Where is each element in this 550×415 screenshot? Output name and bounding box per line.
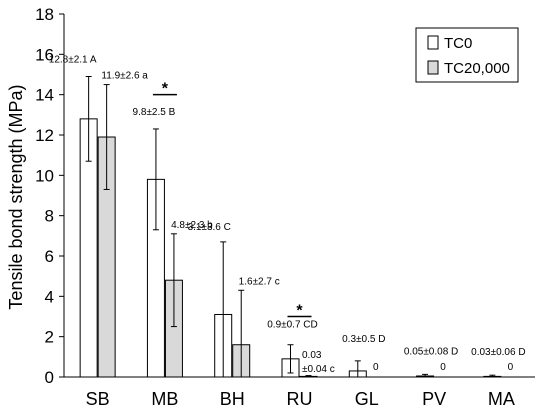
legend-swatch-1 bbox=[427, 60, 439, 75]
data-label-ru-tc20000-value: 0.03 bbox=[302, 350, 322, 361]
y-ticks: 0 2 4 6 8 10 12 14 16 18 bbox=[35, 5, 64, 387]
category-label-ma: MA bbox=[488, 389, 515, 409]
significance-star-ru: * bbox=[296, 303, 303, 320]
y-tick-label: 14 bbox=[35, 86, 54, 105]
y-tick-label: 12 bbox=[35, 126, 54, 145]
category-label-sb: SB bbox=[86, 389, 110, 409]
category-label-pv: PV bbox=[422, 389, 446, 409]
bars bbox=[79, 76, 502, 378]
legend-label-1: TC20,000 bbox=[444, 60, 510, 77]
data-label-pv-tc20000: 0 bbox=[440, 362, 446, 373]
category-label-mb: MB bbox=[151, 389, 178, 409]
data-label-pv-tc0: 0.05±0.08 D bbox=[404, 346, 458, 357]
data-label-ma-tc0: 0.03±0.06 D bbox=[471, 347, 525, 358]
category-label-ru: RU bbox=[287, 389, 313, 409]
y-tick-label: 0 bbox=[45, 368, 54, 387]
legend-label-0: TC0 bbox=[444, 35, 472, 52]
y-tick-label: 10 bbox=[35, 166, 54, 185]
significance-star-mb: * bbox=[162, 81, 169, 98]
data-labels: 12.8±2.1 A 11.9±2.6 a 9.8±2.5 B 4.8±2.3 b3.… bbox=[49, 55, 526, 375]
y-axis-label: Tensile bond strength (MPa) bbox=[6, 84, 26, 309]
data-label-bh-tc0: 3.1±3.6 C bbox=[188, 222, 231, 233]
data-label-ru-tc20000: ±0.04 c bbox=[302, 364, 335, 375]
data-label-sb-tc0: 12.8±2.1 A bbox=[49, 55, 97, 66]
data-label-sb-tc20000: 11.9±2.6 a bbox=[101, 71, 148, 82]
data-label-mb-tc0: 9.8±2.5 B bbox=[133, 107, 176, 118]
category-labels: SB MB BH RU GL PV MA bbox=[86, 389, 515, 409]
y-tick-label: 16 bbox=[35, 45, 54, 64]
data-label-gl-tc0: 0.3±0.5 D bbox=[342, 334, 385, 345]
legend-swatch-0 bbox=[427, 35, 439, 50]
legend: TC0 TC20,000 bbox=[415, 27, 519, 83]
category-label-bh: BH bbox=[220, 389, 245, 409]
y-tick-label: 4 bbox=[45, 287, 54, 306]
data-label-ru-tc0: 0.9±0.7 CD bbox=[267, 320, 318, 331]
data-label-ma-tc20000: 0 bbox=[508, 362, 514, 373]
y-tick-label: 18 bbox=[35, 5, 54, 24]
data-label-gl-tc20000: 0 bbox=[373, 362, 379, 373]
significance-markers: ** bbox=[152, 81, 312, 320]
data-label-bh-tc20000: 1.6±2.7 c bbox=[239, 276, 280, 287]
y-tick-label: 2 bbox=[45, 328, 54, 347]
data-label-mb-tc20000: 4.8±2.3 b bbox=[171, 220, 213, 231]
y-tick-label: 6 bbox=[45, 247, 54, 266]
category-label-gl: GL bbox=[355, 389, 379, 409]
y-tick-label: 8 bbox=[45, 207, 54, 226]
